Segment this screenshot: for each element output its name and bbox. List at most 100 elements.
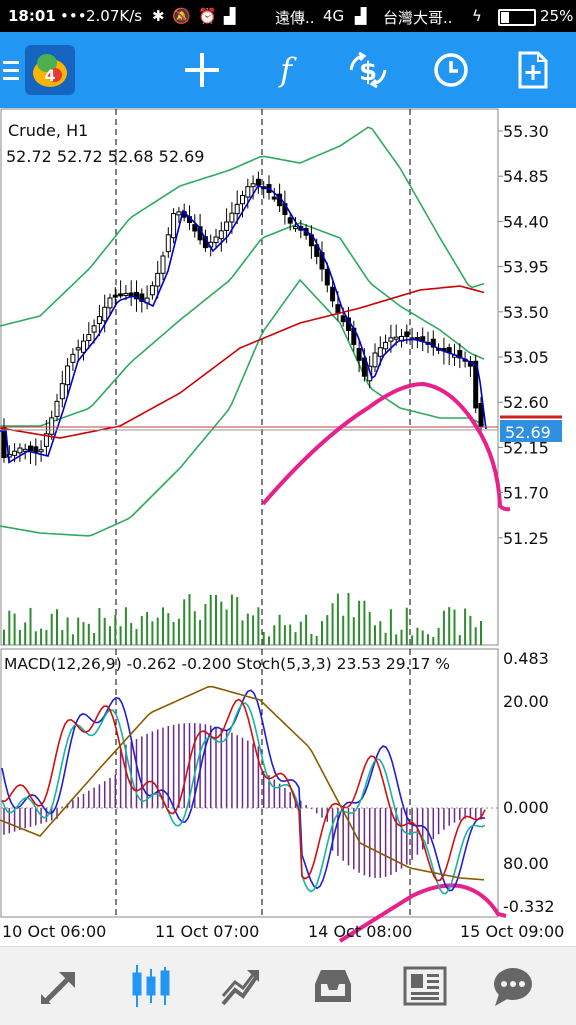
candle-body — [6, 453, 12, 458]
candle-body — [59, 383, 65, 400]
quotes-icon[interactable] — [24, 955, 94, 1017]
status-network: 4G — [323, 7, 345, 25]
candle-body — [107, 297, 113, 309]
candle-body — [293, 226, 298, 230]
candle-body — [361, 357, 367, 377]
ma-slow-line — [0, 285, 485, 439]
candle-body — [224, 221, 230, 231]
candle-body — [229, 212, 235, 223]
candle-body — [160, 255, 166, 274]
moving-averages — [0, 185, 487, 464]
candle-body — [22, 448, 28, 452]
candle-body — [255, 178, 261, 186]
price-chart[interactable]: Crude, H1 52.72 52.72 52.68 52.69 55.305… — [0, 108, 576, 946]
main-plot-frame — [0, 108, 499, 646]
price-tick-label: 54.85 — [503, 167, 549, 186]
chat-icon[interactable] — [478, 955, 548, 1017]
candle-body — [96, 316, 102, 325]
candle-body — [139, 293, 145, 302]
price-tick-label: 51.70 — [503, 484, 549, 503]
indicator-label: MACD(12,26,9) -0.262 -0.200 Stoch(5,3,3)… — [4, 655, 450, 673]
band-middle — [0, 222, 485, 427]
candle-body — [38, 449, 44, 453]
candle-body — [372, 352, 378, 368]
macd-signal-line — [0, 685, 485, 881]
candle-body — [240, 195, 245, 205]
candle-body — [234, 203, 240, 215]
history-icon[interactable] — [298, 955, 368, 1017]
price-tick-label: 53.95 — [503, 258, 549, 277]
indicator-tick-label: 80.00 — [503, 854, 549, 873]
time-label: 15 Oct 09:00 — [460, 922, 564, 941]
candle-body — [287, 217, 293, 224]
candle-body — [330, 286, 336, 302]
candle-body — [473, 360, 479, 409]
candle-body — [81, 340, 86, 353]
candle-body — [271, 196, 277, 200]
function-icon[interactable]: f — [262, 32, 310, 108]
candle-body — [404, 331, 410, 337]
time-label: 10 Oct 06:00 — [2, 922, 106, 941]
crosshair-icon[interactable] — [178, 32, 226, 108]
chart-icon[interactable] — [116, 955, 186, 1017]
indicator-tick-label: -0.332 — [503, 897, 555, 916]
candle-body — [171, 213, 177, 239]
time-axis: 10 Oct 06:00 11 Oct 07:00 14 Oct 08:00 15 O… — [2, 922, 564, 941]
alarm-icon: ⏰ — [198, 7, 217, 25]
candle-body — [86, 334, 92, 342]
stoch-signal-line — [1, 698, 486, 882]
bollinger-bands — [0, 126, 485, 537]
price-tick-label: 53.50 — [503, 303, 549, 322]
candlesticks — [1, 171, 484, 466]
svg-text:$: $ — [359, 57, 377, 87]
svg-text:f: f — [278, 51, 297, 89]
app-logo[interactable]: 4 — [24, 32, 76, 108]
status-time: 18:01 — [8, 7, 56, 25]
stochastic-lines — [0, 685, 486, 895]
candle-body — [91, 325, 97, 333]
currency-exchange-icon[interactable]: $ — [340, 32, 396, 108]
status-bar: 18:01 ••• 2.07K/s ✱ 🔕 ⏰ ▟ 遠傳.. 4G ▟ 台灣大哥… — [0, 0, 576, 32]
status-dots: ••• — [60, 7, 87, 25]
candle-body — [17, 447, 23, 454]
menu-icon[interactable] — [0, 32, 22, 108]
news-icon[interactable] — [390, 955, 460, 1017]
candle-body — [102, 306, 108, 322]
price-tick-label: 52.15 — [503, 438, 549, 457]
candle-body — [149, 285, 155, 296]
candle-body — [335, 304, 341, 314]
volume-bars — [3, 593, 482, 645]
trade-icon[interactable] — [206, 955, 276, 1017]
candle-body — [75, 347, 81, 351]
candle-body — [192, 224, 198, 232]
annotation-curve-indicator — [338, 883, 507, 943]
candle-body — [43, 433, 49, 447]
new-order-icon[interactable] — [508, 32, 558, 108]
candle-body — [340, 315, 346, 323]
candle-body — [49, 417, 55, 435]
band-upper — [0, 126, 485, 327]
indicator-tick-label: 0.000 — [503, 798, 549, 817]
price-tick-label: 52.60 — [503, 393, 549, 412]
candle-body — [250, 183, 256, 188]
bluetooth-icon: ✱ — [152, 7, 165, 25]
candle-body — [165, 234, 171, 253]
candle-body — [218, 230, 224, 240]
indicator-tick-label: 0.483 — [503, 649, 549, 668]
candle-body — [28, 445, 33, 452]
toolbar: 4 f $ — [0, 32, 576, 108]
candle-body — [356, 348, 362, 361]
current-price-label: 52.69 — [505, 423, 551, 442]
candle-body — [388, 337, 394, 342]
candle-body — [134, 291, 139, 300]
indicator-tick-label: 20.00 — [503, 692, 549, 711]
charging-icon: ϟ — [472, 7, 482, 25]
ma-fast-line — [0, 185, 487, 464]
indicator-axis: 0.483 20.00 0.000 80.00 -0.332 — [503, 649, 555, 916]
clock-icon[interactable] — [426, 32, 476, 108]
candle-body — [70, 353, 76, 363]
band-lower — [0, 278, 485, 537]
price-axis: 55.30 54.85 54.40 53.95 53.50 53.05 52.60 52.15… — [498, 122, 549, 548]
indicator-plot-frame — [0, 648, 499, 918]
candle-body — [118, 293, 124, 297]
